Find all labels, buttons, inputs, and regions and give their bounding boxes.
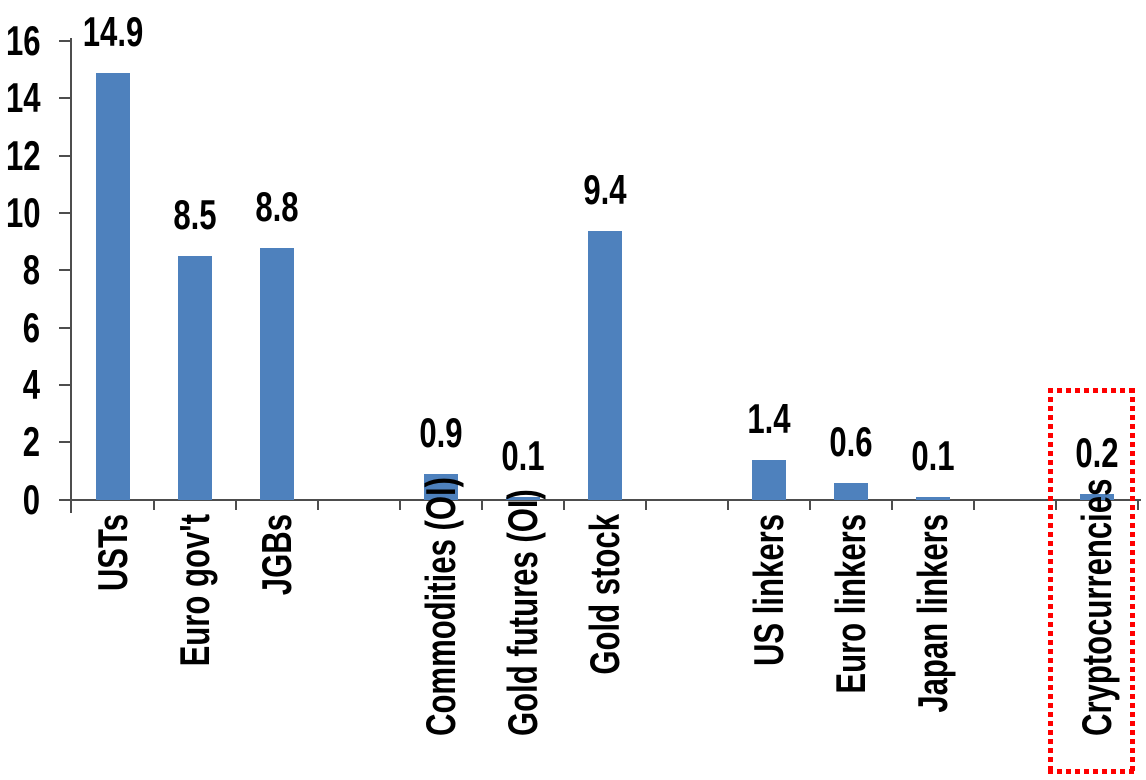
y-tick-label: 4 bbox=[22, 361, 40, 408]
x-tick bbox=[809, 500, 811, 510]
y-tick bbox=[59, 212, 71, 214]
bar-gold-futures-oi bbox=[506, 497, 540, 500]
x-tick bbox=[317, 500, 319, 510]
x-tick bbox=[645, 500, 647, 510]
y-tick-label: 6 bbox=[22, 304, 40, 351]
y-tick-label: 2 bbox=[22, 418, 40, 465]
y-tick bbox=[59, 40, 71, 42]
y-tick bbox=[59, 327, 71, 329]
category-label-japan-linkers: Japan linkers bbox=[909, 514, 956, 713]
y-tick-label: 12 bbox=[5, 132, 41, 179]
category-label-usts: USTs bbox=[89, 514, 136, 592]
value-label-usts: 14.9 bbox=[82, 8, 144, 55]
category-label-euro-linkers: Euro linkers bbox=[827, 514, 874, 694]
bar-euro-gov-t bbox=[178, 256, 212, 500]
category-label-euro-gov-t: Euro gov't bbox=[171, 514, 218, 667]
x-tick bbox=[153, 500, 155, 510]
y-tick-label: 14 bbox=[5, 74, 41, 121]
y-axis-line bbox=[70, 38, 72, 513]
x-tick bbox=[727, 500, 729, 510]
category-label-jgbs: JGBs bbox=[253, 514, 300, 596]
x-tick bbox=[235, 500, 237, 510]
y-tick-label: 16 bbox=[5, 17, 41, 64]
y-tick bbox=[59, 269, 71, 271]
category-label-gold-stock: Gold stock bbox=[581, 514, 628, 675]
category-label-us-linkers: US linkers bbox=[745, 514, 792, 667]
y-tick bbox=[59, 97, 71, 99]
value-label-euro-gov-t: 8.5 bbox=[173, 191, 217, 238]
x-tick bbox=[1137, 500, 1139, 510]
highlight-box-cryptocurrencies bbox=[1048, 388, 1135, 774]
x-tick bbox=[399, 500, 401, 510]
y-tick bbox=[59, 499, 71, 501]
y-tick bbox=[59, 441, 71, 443]
value-label-gold-stock: 9.4 bbox=[583, 166, 627, 213]
value-label-euro-linkers: 0.6 bbox=[829, 418, 873, 465]
y-tick-label: 0 bbox=[22, 476, 40, 523]
y-tick-label: 8 bbox=[22, 246, 40, 293]
x-tick bbox=[973, 500, 975, 510]
y-tick-label: 10 bbox=[5, 189, 41, 236]
bar-commodities-oi bbox=[424, 474, 458, 500]
x-tick bbox=[891, 500, 893, 510]
value-label-japan-linkers: 0.1 bbox=[911, 432, 955, 479]
x-axis-line bbox=[70, 499, 1141, 501]
value-label-jgbs: 8.8 bbox=[255, 183, 299, 230]
x-tick bbox=[481, 500, 483, 510]
x-tick bbox=[563, 500, 565, 510]
bar-us-linkers bbox=[752, 460, 786, 500]
bar-usts bbox=[96, 73, 130, 500]
bar-japan-linkers bbox=[916, 497, 950, 500]
value-label-commodities-oi: 0.9 bbox=[419, 409, 463, 456]
bar-gold-stock bbox=[588, 231, 622, 500]
category-label-commodities-oi: Commodities (OI) bbox=[417, 476, 464, 736]
bar-jgbs bbox=[260, 248, 294, 500]
value-label-us-linkers: 1.4 bbox=[747, 395, 791, 442]
value-label-gold-futures-oi: 0.1 bbox=[501, 432, 545, 479]
bar-euro-linkers bbox=[834, 483, 868, 500]
y-tick bbox=[59, 384, 71, 386]
y-tick bbox=[59, 155, 71, 157]
category-label-gold-futures-oi: Gold futures (OI) bbox=[499, 489, 546, 736]
